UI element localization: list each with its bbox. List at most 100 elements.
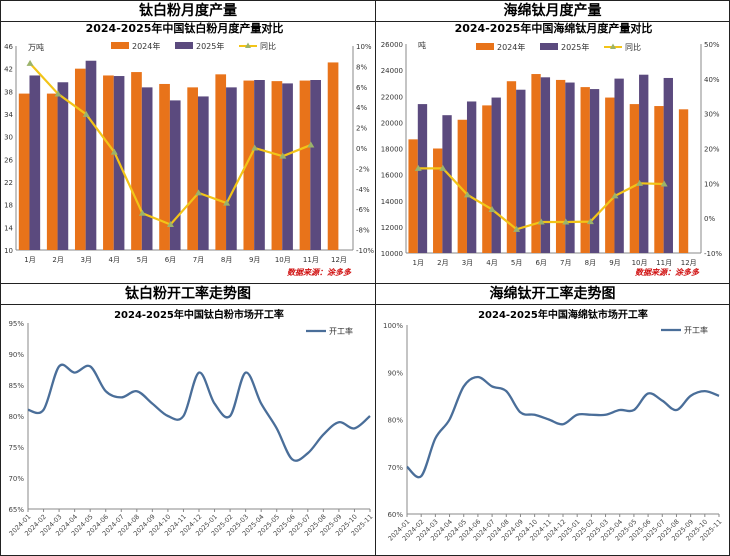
bar-2025年-4月 <box>491 97 501 254</box>
y2-tick-label: 4% <box>356 104 367 112</box>
y-tick-label: 95% <box>8 320 24 328</box>
x-tick-label: 11月 <box>303 256 319 264</box>
panel-titanium-dioxide-rate: 钛白粉开工率走势图 2024-2025年中国钛白粉市场开工率 65% 70% 75% 8… <box>0 283 376 556</box>
y2-tick-label: 10% <box>356 43 372 51</box>
y-tick-label: 22 <box>4 179 13 187</box>
bar-2025年-1月 <box>417 104 428 254</box>
x-tick-label: 4月 <box>486 259 497 267</box>
y-tick-label: 18000 <box>381 146 403 154</box>
y-tick-label: 16000 <box>381 172 403 180</box>
bar-2025年-3月 <box>466 101 477 253</box>
legend-label: 开工率 <box>684 325 708 335</box>
rate-line <box>27 363 371 462</box>
bar-2025年-7月 <box>565 82 575 253</box>
legend-swatch-2024 <box>111 42 129 49</box>
y2-tick-label: 2% <box>356 125 367 133</box>
unit-label: 吨 <box>418 40 426 50</box>
bar-2024年-2月 <box>46 93 58 250</box>
y-tick-label: 100% <box>383 322 403 330</box>
yoy-marker-1月 <box>26 59 34 66</box>
x-tick-label: 3月 <box>462 259 473 267</box>
x-tick-label: 12月 <box>331 256 347 264</box>
bar-2025年-11月 <box>663 77 673 254</box>
y2-tick-label: -6% <box>356 206 370 214</box>
y-tick-label: 60% <box>387 511 403 519</box>
yoy-marker-4月 <box>488 205 496 212</box>
bar-2024年-12月 <box>678 109 689 253</box>
yoy-marker-7月 <box>195 189 203 196</box>
bar-2024年-12月 <box>327 62 339 250</box>
bar-2025年-9月 <box>254 80 265 250</box>
legend-marker-yoy <box>245 42 251 48</box>
chart-title: 2024-2025年中国海绵钛月度产量对比 <box>455 21 653 35</box>
bar-2024年-11月 <box>654 106 664 253</box>
bar-2024年-3月 <box>457 119 467 253</box>
bar-2025年-6月 <box>169 100 181 251</box>
legend-marker-yoy <box>610 43 616 49</box>
titanium-dioxide-rate-chart: 2024-2025年中国钛白粉市场开工率 65% 70% 75% 80% 85% 90% 95… <box>8 308 375 538</box>
y2-tick-label: -10% <box>356 247 374 255</box>
y-tick-label: 80% <box>8 413 24 421</box>
y2-tick-label: -2% <box>356 165 370 173</box>
x-tick-label: 2月 <box>437 259 448 267</box>
bar-2024年-5月 <box>131 72 142 250</box>
yoy-marker-4月 <box>110 148 118 155</box>
bar-2024年-8月 <box>580 87 590 253</box>
bar-2025年-2月 <box>57 82 69 251</box>
legend-swatch-2025 <box>175 42 193 49</box>
chart-title: 2024-2025年中国钛白粉月度产量对比 <box>86 21 284 35</box>
bar-2025年-2月 <box>442 115 452 253</box>
bar-2025年-7月 <box>197 96 209 250</box>
x-tick-label: 4月 <box>109 256 120 264</box>
y-tick-label: 90% <box>387 369 403 377</box>
legend-label: 开工率 <box>329 326 353 336</box>
titanium-dioxide-output-chart: 2024-2025年中国钛白粉月度产量对比 10 14 18 22 26 30 34 38 42 4… <box>4 21 374 277</box>
y-tick-label: 14000 <box>381 198 403 206</box>
y2-tick-label: 8% <box>356 63 367 71</box>
bar-2024年-1月 <box>18 93 30 250</box>
panel-title: 海绵钛月度产量 <box>376 1 729 22</box>
x-tick-label: 8月 <box>585 259 596 267</box>
x-tick-label: 9月 <box>609 259 620 267</box>
bar-2025年-10月 <box>282 83 293 251</box>
rate-line <box>406 375 720 479</box>
yoy-marker-11月 <box>307 141 315 148</box>
y2-tick-label: 30% <box>704 111 720 119</box>
yoy-marker-1月 <box>414 164 422 171</box>
y2-tick-label: -10% <box>704 250 722 258</box>
legend-swatch-2025 <box>540 43 558 50</box>
y2-tick-label: 50% <box>704 41 720 49</box>
unit-label: 万吨 <box>28 42 44 52</box>
y2-tick-label: 0% <box>704 215 715 223</box>
bar-2025年-8月 <box>589 89 600 253</box>
x-tick-label: 1月 <box>24 256 35 264</box>
y2-tick-label: 20% <box>704 146 720 154</box>
yoy-marker-9月 <box>611 192 619 199</box>
panel-sponge-titanium-rate: 海绵钛开工率走势图 2024-2025年中国海绵钛市场开工率 60% 70% 80% 9… <box>375 283 730 556</box>
bar-2025年-5月 <box>516 89 526 253</box>
panel-title: 海绵钛开工率走势图 <box>376 284 729 305</box>
bar-2024年-5月 <box>506 81 517 254</box>
bar-2024年-8月 <box>215 74 227 250</box>
legend-label: 2025年 <box>196 41 224 51</box>
x-tick-label: 7月 <box>560 259 571 267</box>
y2-tick-label: 10% <box>704 180 720 188</box>
x-tick-label: 6月 <box>535 259 546 267</box>
y-tick-label: 70% <box>8 475 24 483</box>
y-tick-label: 42 <box>4 66 13 74</box>
yoy-marker-8月 <box>223 199 231 206</box>
yoy-marker-6月 <box>537 218 545 225</box>
chart-title: 2024-2025年中国钛白粉市场开工率 <box>114 308 284 321</box>
yoy-marker-9月 <box>251 144 259 151</box>
y-tick-label: 20000 <box>381 119 403 127</box>
yoy-marker-7月 <box>562 218 570 225</box>
chart-title: 2024-2025年中国海绵钛市场开工率 <box>478 308 648 321</box>
x-tick-label: 6月 <box>165 256 176 264</box>
bar-2024年-4月 <box>482 105 492 253</box>
bar-2024年-9月 <box>605 97 615 254</box>
sponge-titanium-rate-chart: 2024-2025年中国海绵钛市场开工率60%70%80%90%100%2024… <box>383 308 723 543</box>
bar-2025年-8月 <box>226 87 237 250</box>
x-tick-label: 3月 <box>80 256 91 264</box>
x-tick-label: 7月 <box>193 256 204 264</box>
y-tick-label: 75% <box>8 444 24 452</box>
